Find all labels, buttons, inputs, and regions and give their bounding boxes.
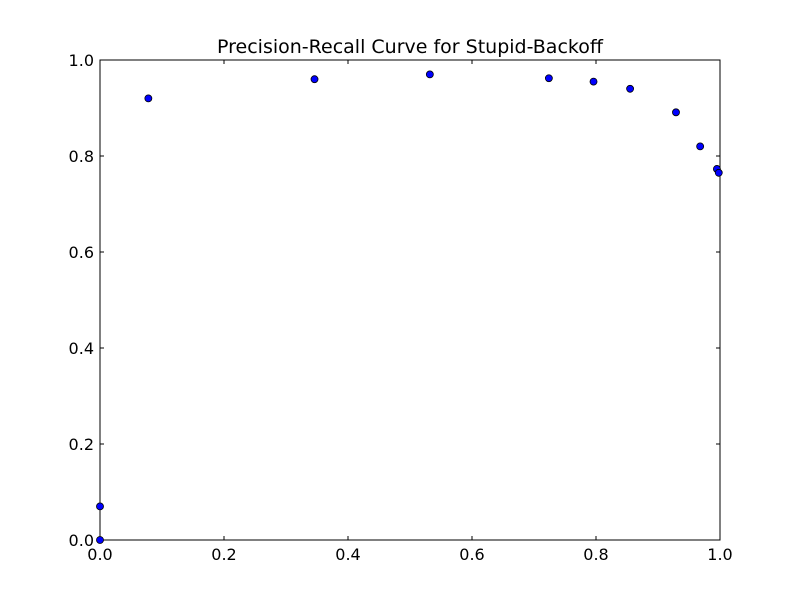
- data-point: [672, 108, 680, 117]
- y-tick-label: 1.0: [69, 51, 94, 70]
- data-point: [626, 84, 634, 93]
- data-point: [96, 502, 104, 511]
- data-point: [144, 94, 153, 103]
- data-point: [696, 142, 705, 151]
- x-tick-label: 0.2: [211, 545, 236, 564]
- data-points: [96, 70, 723, 544]
- x-tick-label: 1.0: [707, 545, 732, 564]
- plot-area-frame: [99, 59, 721, 541]
- x-tick-label: 0.0: [87, 545, 112, 564]
- x-tick-label: 0.8: [583, 545, 608, 564]
- y-tick-label: 0.6: [69, 243, 94, 262]
- x-tick-label: 0.4: [335, 545, 360, 564]
- axis-tick-labels: 0.0 0.2 0.4 0.6 0.8 1.0 0.0 0.2 0.4 0.6 0.8 1.0: [69, 51, 733, 564]
- axis-ticks: [99, 59, 721, 541]
- chart-title: Precision-Recall Curve for Stupid-Backof…: [217, 36, 604, 58]
- y-tick-label: 0.0: [69, 531, 94, 550]
- y-tick-label: 0.4: [69, 339, 94, 358]
- y-tick-label: 0.8: [69, 147, 94, 166]
- data-point: [425, 70, 434, 79]
- data-point: [714, 168, 723, 177]
- data-point: [96, 536, 104, 544]
- data-point: [589, 77, 598, 86]
- y-tick-label: 0.2: [69, 435, 94, 454]
- data-point: [310, 75, 319, 84]
- data-point: [544, 74, 553, 83]
- x-tick-label: 0.6: [459, 545, 484, 564]
